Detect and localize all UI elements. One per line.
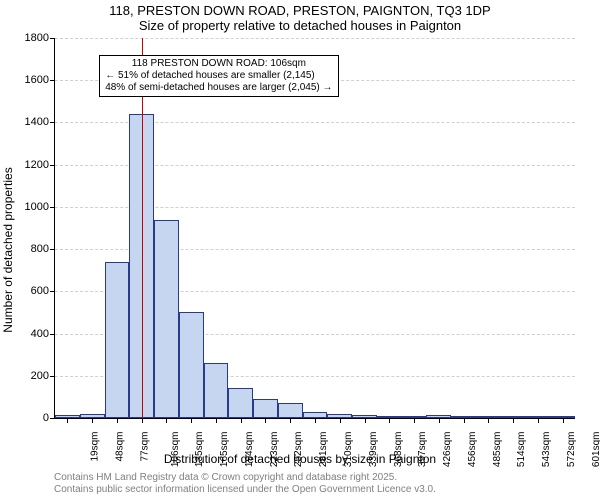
x-tick-mark	[166, 418, 167, 423]
x-tick-label: 601sqm	[591, 432, 600, 468]
histogram-bar	[501, 416, 526, 418]
x-tick-mark	[191, 418, 192, 423]
chart-title-line2: Size of property relative to detached ho…	[0, 19, 600, 34]
gridline	[55, 38, 575, 39]
x-tick-mark	[290, 418, 291, 423]
x-tick-mark	[117, 418, 118, 423]
x-tick-mark	[142, 418, 143, 423]
histogram-bar	[253, 399, 278, 418]
x-axis-label: Distribution of detached houses by size …	[164, 452, 436, 466]
histogram-bar	[179, 312, 204, 418]
histogram-bar	[327, 414, 352, 418]
x-tick-mark	[488, 418, 489, 423]
x-tick-mark	[464, 418, 465, 423]
x-tick-mark	[241, 418, 242, 423]
x-tick-mark	[265, 418, 266, 423]
plot-wrap: 02004006008001000120014001600180019sqm48…	[54, 38, 574, 418]
chart-footer: Contains HM Land Registry data © Crown c…	[54, 472, 436, 496]
histogram-bar	[377, 416, 402, 418]
histogram-bar	[278, 403, 303, 418]
x-tick-label: 572sqm	[566, 432, 577, 468]
x-tick-label: 48sqm	[115, 432, 126, 462]
x-tick-mark	[563, 418, 564, 423]
annotation-line3: 48% of semi-detached houses are larger (…	[105, 82, 332, 94]
chart-title-line1: 118, PRESTON DOWN ROAD, PRESTON, PAIGNTO…	[0, 4, 600, 19]
x-tick-mark	[315, 418, 316, 423]
y-tick-label: 200	[31, 370, 55, 382]
x-tick-mark	[67, 418, 68, 423]
histogram-bar	[426, 415, 451, 418]
histogram-bar	[550, 416, 575, 418]
plot-area: 02004006008001000120014001600180019sqm48…	[54, 38, 575, 419]
histogram-bar	[105, 262, 130, 418]
histogram-bar	[303, 412, 328, 418]
x-tick-label: 514sqm	[516, 432, 527, 468]
x-tick-label: 485sqm	[492, 432, 503, 468]
chart-container: 118, PRESTON DOWN ROAD, PRESTON, PAIGNTO…	[0, 0, 600, 500]
y-axis-label: Number of detached properties	[1, 167, 15, 332]
histogram-bar	[80, 414, 105, 418]
x-tick-mark	[513, 418, 514, 423]
x-tick-mark	[538, 418, 539, 423]
histogram-bar	[402, 416, 427, 418]
y-tick-label: 1200	[25, 159, 55, 171]
histogram-bar	[204, 363, 229, 418]
x-tick-label: 456sqm	[467, 432, 478, 468]
annotation-line2: ← 51% of detached houses are smaller (2,…	[105, 70, 332, 82]
x-tick-mark	[216, 418, 217, 423]
x-tick-mark	[92, 418, 93, 423]
x-tick-label: 77sqm	[139, 432, 150, 462]
histogram-bar	[352, 415, 377, 418]
x-tick-label: 543sqm	[541, 432, 552, 468]
chart-titles: 118, PRESTON DOWN ROAD, PRESTON, PAIGNTO…	[0, 0, 600, 34]
y-tick-label: 800	[31, 243, 55, 255]
annotation-line1: 118 PRESTON DOWN ROAD: 106sqm	[105, 58, 332, 70]
y-tick-label: 1800	[25, 32, 55, 44]
y-tick-label: 0	[43, 412, 55, 424]
footer-line2: Contains public sector information licen…	[54, 484, 436, 496]
x-tick-mark	[365, 418, 366, 423]
x-tick-mark	[439, 418, 440, 423]
x-tick-label: 19sqm	[90, 432, 101, 462]
histogram-bar	[228, 388, 253, 418]
histogram-bar	[525, 416, 550, 418]
x-tick-mark	[340, 418, 341, 423]
y-tick-label: 1600	[25, 74, 55, 86]
annotation-box: 118 PRESTON DOWN ROAD: 106sqm← 51% of de…	[99, 55, 338, 97]
footer-line1: Contains HM Land Registry data © Crown c…	[54, 472, 436, 484]
histogram-bar	[55, 415, 80, 418]
histogram-bar	[154, 220, 179, 418]
y-tick-label: 1000	[25, 201, 55, 213]
x-tick-mark	[414, 418, 415, 423]
x-tick-label: 426sqm	[442, 432, 453, 468]
y-tick-label: 1400	[25, 116, 55, 128]
x-tick-mark	[389, 418, 390, 423]
y-tick-label: 400	[31, 328, 55, 340]
histogram-bar	[451, 416, 476, 418]
y-tick-label: 600	[31, 285, 55, 297]
histogram-bar	[476, 416, 501, 418]
